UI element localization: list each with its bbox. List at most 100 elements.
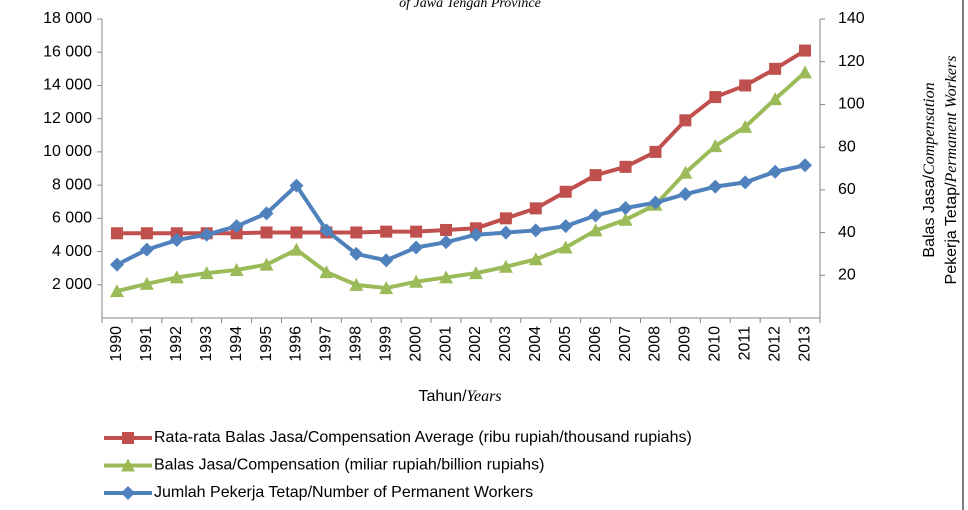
marker <box>589 169 602 182</box>
x-tick-label: 2010 <box>707 326 724 362</box>
marker <box>499 212 512 225</box>
marker <box>678 165 693 179</box>
marker <box>110 227 123 240</box>
y2-tick-label: 100 <box>838 96 865 113</box>
marker <box>229 219 244 234</box>
x-tick-label: 1992 <box>168 326 185 362</box>
y2-axis-label: Balas Jasa/Compensation <box>921 82 939 257</box>
x-axis-label: Tahun/Years <box>418 388 501 406</box>
y2-axis-label: Pekerja Tetap/Permanent Workers <box>943 56 961 285</box>
y-tick-label: 16 000 <box>43 43 92 60</box>
x-tick-label: 2004 <box>527 326 544 362</box>
y2-tick-label: 80 <box>838 138 856 155</box>
marker <box>799 44 812 57</box>
marker <box>439 270 454 284</box>
marker <box>169 233 184 248</box>
y-tick-label: 2 000 <box>52 276 92 293</box>
marker <box>319 223 334 238</box>
y2-axis-label-part: Permanent Workers <box>943 56 960 184</box>
marker <box>708 179 723 194</box>
x-axis-label-part: Years <box>467 388 502 405</box>
marker <box>439 235 454 250</box>
marker <box>139 276 154 290</box>
x-tick-label: 2005 <box>557 326 574 362</box>
y-tick-label: 14 000 <box>43 77 92 94</box>
marker <box>529 202 542 215</box>
marker <box>349 246 364 261</box>
marker <box>230 227 243 240</box>
marker <box>768 92 783 106</box>
y-tick-label: 8 000 <box>52 176 92 193</box>
x-tick-label: 1994 <box>228 326 245 362</box>
marker <box>558 240 573 254</box>
marker <box>169 270 184 284</box>
x-tick-label: 1991 <box>138 326 155 362</box>
marker <box>199 266 214 280</box>
marker <box>559 185 572 198</box>
y-tick-label: 18 000 <box>43 10 92 27</box>
marker <box>739 79 752 92</box>
marker <box>109 257 124 272</box>
series-line <box>116 163 806 267</box>
x-tick-label: 2008 <box>647 326 664 362</box>
marker <box>319 265 334 279</box>
marker <box>379 253 394 268</box>
y-tick-label: 12 000 <box>43 110 92 127</box>
marker <box>121 458 135 472</box>
x-tick-label: 1996 <box>288 326 305 362</box>
marker <box>349 277 364 291</box>
y2-tick-label: 20 <box>838 267 856 284</box>
y2-tick-label: 40 <box>838 224 856 241</box>
marker <box>289 178 304 193</box>
x-tick-label: 1997 <box>318 326 335 362</box>
marker <box>738 119 753 133</box>
y2-axis-label-part: Compensation <box>921 82 938 174</box>
marker <box>618 212 633 226</box>
marker <box>199 227 214 242</box>
marker <box>380 225 393 238</box>
marker <box>498 225 513 240</box>
marker <box>290 226 303 239</box>
legend-label: Jumlah Pekerja Tetap/Number of Permanent… <box>154 484 533 501</box>
marker <box>122 432 134 444</box>
x-tick-label: 1998 <box>348 326 365 362</box>
series-line <box>116 48 807 236</box>
marker <box>259 257 274 271</box>
x-tick-label: 2012 <box>766 326 783 362</box>
legend-label: Balas Jasa/Compensation (miliar rupiah/b… <box>154 457 544 474</box>
marker <box>229 262 244 276</box>
marker <box>768 164 783 179</box>
marker <box>738 175 753 190</box>
marker <box>678 187 693 202</box>
y2-axis-label-part: Balas Jasa/ <box>921 174 938 257</box>
y2-axis-label-part: Pekerja Tetap/ <box>943 182 960 285</box>
marker <box>259 206 274 221</box>
y-tick-label: 6 000 <box>52 210 92 227</box>
x-tick-label: 1995 <box>258 326 275 362</box>
marker <box>498 259 513 273</box>
marker <box>350 226 363 239</box>
marker <box>468 266 483 280</box>
y-tick-label: 10 000 <box>43 143 92 160</box>
x-tick-label: 2000 <box>407 326 424 362</box>
marker <box>109 284 124 298</box>
chart-title: of Jawa Tengah Province <box>399 0 541 11</box>
marker <box>260 226 273 239</box>
marker <box>798 158 813 173</box>
marker <box>649 145 662 158</box>
marker <box>410 225 423 238</box>
marker <box>528 252 543 266</box>
x-tick-label: 2011 <box>736 326 753 361</box>
marker <box>708 139 723 153</box>
marker <box>121 486 135 500</box>
marker <box>769 62 782 75</box>
marker <box>618 201 633 216</box>
marker <box>709 91 722 104</box>
marker <box>379 281 394 295</box>
marker <box>798 65 813 79</box>
marker <box>619 160 632 173</box>
marker <box>140 227 153 240</box>
y2-tick-label: 60 <box>838 181 856 198</box>
x-tick-label: 2002 <box>467 326 484 362</box>
x-tick-label: 1993 <box>198 326 215 362</box>
